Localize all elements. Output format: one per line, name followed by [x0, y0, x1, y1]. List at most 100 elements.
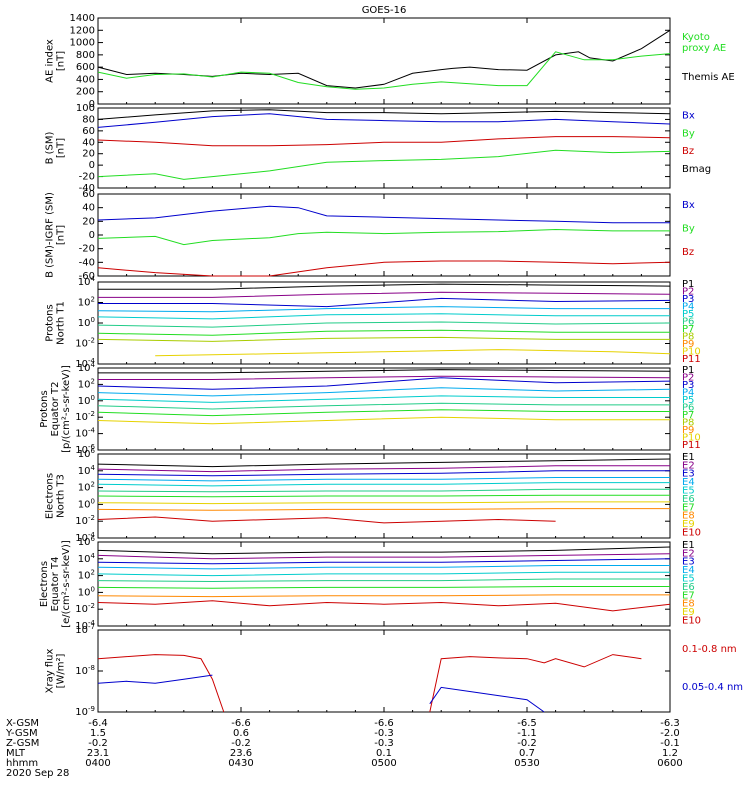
ytick-label-ae: 400 [76, 74, 95, 85]
ytick-label-ae: 200 [76, 87, 95, 98]
ytick-label-bsm: 20 [82, 149, 95, 160]
legend-protons_t2-p2: P2 [682, 373, 694, 384]
ytick-label-electrons_t4: 106 [78, 535, 96, 548]
legend-ae-proxy-ae: proxy AE [682, 43, 726, 54]
series-electrons_t4-e9 [97, 600, 671, 612]
ytick-label-xray: 10-7 [75, 623, 95, 636]
ytick-label-electrons_t4: 100 [78, 585, 95, 598]
ytick-label-protons_t1: 100 [78, 316, 95, 329]
orbit-row-value-z-gsm: -0.2 [231, 738, 251, 749]
series-protons_t1-p2 [98, 291, 671, 298]
orbit-row-value-mlt: 0.7 [519, 748, 535, 759]
ylabel-electrons_t4: Equator T4 [50, 557, 61, 612]
legend-protons_t2-p5: P5 [682, 395, 694, 406]
ytick-label-electrons_t3: 10-2 [75, 514, 95, 527]
ytick-label-bsm: 80 [82, 114, 95, 125]
panel-frame-ae [97, 17, 671, 105]
orbit-row-value-x-gsm: -6.6 [231, 718, 251, 729]
legend-protons_t2-p4: P4 [682, 388, 694, 399]
series-xray-0-05-0-4-nm [429, 686, 545, 713]
legend-electrons_t3-e7: E7 [682, 502, 695, 513]
ylabel-bigrf: [nT] [56, 225, 67, 245]
legend-electrons_t3-e2: E2 [682, 460, 695, 471]
ytick-label-electrons_t3: 100 [78, 497, 95, 510]
ylabel-ae: AE index [45, 39, 56, 83]
series-bsm-by [97, 149, 671, 180]
orbit-row-value-hhmm: 0600 [657, 758, 682, 769]
orbit-row-value-z-gsm: -0.3 [374, 738, 394, 749]
legend-electrons_t3-e4: E4 [682, 477, 695, 488]
legend-protons_t1-p1: P1 [682, 279, 694, 290]
series-protons_t2-p7 [97, 409, 670, 417]
orbit-row-value-x-gsm: -6.6 [374, 718, 394, 729]
orbit-row-label-z-gsm: Z-GSM [6, 738, 39, 749]
legend-electrons_t3-e8: E8 [682, 511, 695, 522]
legend-protons_t1-p4: P4 [682, 302, 694, 313]
legend-electrons_t4-e2: E2 [682, 548, 695, 559]
series-electrons_t3-e8 [97, 501, 670, 505]
plot-title: GOES-16 [362, 5, 407, 16]
series-electrons_t3-e4 [97, 477, 670, 482]
legend-electrons_t4-e10: E10 [682, 615, 701, 626]
series-electrons_t4-e4 [97, 565, 670, 570]
ylabel-electrons_t3: Electrons [45, 473, 56, 519]
legend-electrons_t3-e5: E5 [682, 485, 695, 496]
ylabel-protons_t2: [p/(cm²-s-sr-keV)] [61, 365, 72, 453]
series-protons_t1-p5 [97, 313, 670, 320]
ytick-label-protons_t1: 102 [78, 296, 95, 309]
legend-electrons_t3-e1: E1 [682, 452, 695, 463]
legend-bigrf-bz: Bz [682, 247, 694, 258]
orbit-row-label-x-gsm: X-GSM [6, 718, 39, 729]
orbit-row-label-y-gsm: Y-GSM [5, 728, 38, 739]
ytick-label-ae: 1000 [70, 38, 95, 49]
ylabel-protons_t1: North T1 [56, 301, 67, 345]
legend-bigrf-bx: Bx [682, 200, 695, 211]
legend-protons_t2-p10: P10 [682, 432, 701, 443]
ytick-label-protons_t2: 10-6 [75, 443, 95, 456]
orbit-row-value-z-gsm: -0.2 [88, 738, 108, 749]
series-electrons_t3-e6 [97, 488, 670, 493]
ylabel-ae: [nT] [56, 51, 67, 71]
series-protons_t1-p1 [98, 283, 671, 290]
orbit-row-value-hhmm: 0430 [228, 758, 253, 769]
series-ae-themis-ae [97, 29, 671, 89]
orbit-row-value-mlt: 23.1 [87, 748, 109, 759]
series-protons_t2-p2 [98, 375, 671, 380]
series-bigrf-bx [97, 205, 670, 224]
orbit-row-value-z-gsm: -0.2 [517, 738, 537, 749]
legend-xray-0-05-0-4-nm: 0.05-0.4 nm [682, 682, 743, 693]
legend-protons_t2-p6: P6 [682, 402, 694, 413]
series-bsm-bmag [97, 109, 671, 120]
legend-protons_t2-p8: P8 [682, 417, 694, 428]
ytick-label-protons_t1: 10-4 [75, 357, 95, 370]
ytick-label-bigrf: 40 [82, 203, 95, 214]
ylabel-protons_t2: Equator T2 [50, 382, 61, 437]
ytick-label-ae: 1400 [70, 13, 95, 24]
legend-ae-themis-ae: Themis AE [681, 72, 735, 83]
panel-frame-bsm [97, 107, 671, 189]
ytick-label-protons_t1: 10-2 [75, 337, 95, 350]
legend-electrons_t4-e7: E7 [682, 590, 695, 601]
series-protons_t1-p4 [97, 306, 670, 313]
series-electrons_t4-e8 [97, 594, 670, 598]
series-electrons_t3-e10 [97, 516, 556, 524]
ytick-label-bsm: 0 [89, 160, 95, 171]
orbit-row-value-x-gsm: -6.5 [517, 718, 537, 729]
ytick-label-electrons_t4: 104 [78, 552, 96, 565]
legend-protons_t1-p7: P7 [682, 324, 694, 335]
legend-electrons_t3-e3: E3 [682, 469, 695, 480]
legend-protons_t2-p7: P7 [682, 410, 694, 421]
series-protons_t2-p6 [97, 402, 670, 410]
ylabel-xray: Xray flux [45, 649, 56, 694]
legend-protons_t1-p9: P9 [682, 339, 694, 350]
orbit-row-value-y-gsm: 1.5 [90, 728, 106, 739]
legend-electrons_t4-e6: E6 [682, 582, 695, 593]
ytick-label-protons_t2: 100 [78, 394, 95, 407]
ytick-label-protons_t2: 102 [78, 377, 95, 390]
plot-date: 2020 Sep 28 [6, 768, 69, 779]
legend-protons_t2-p9: P9 [682, 425, 694, 436]
series-protons_t1-p8 [97, 336, 670, 342]
ytick-label-bigrf: 60 [82, 189, 95, 200]
legend-protons_t2-p11: P11 [682, 440, 701, 451]
